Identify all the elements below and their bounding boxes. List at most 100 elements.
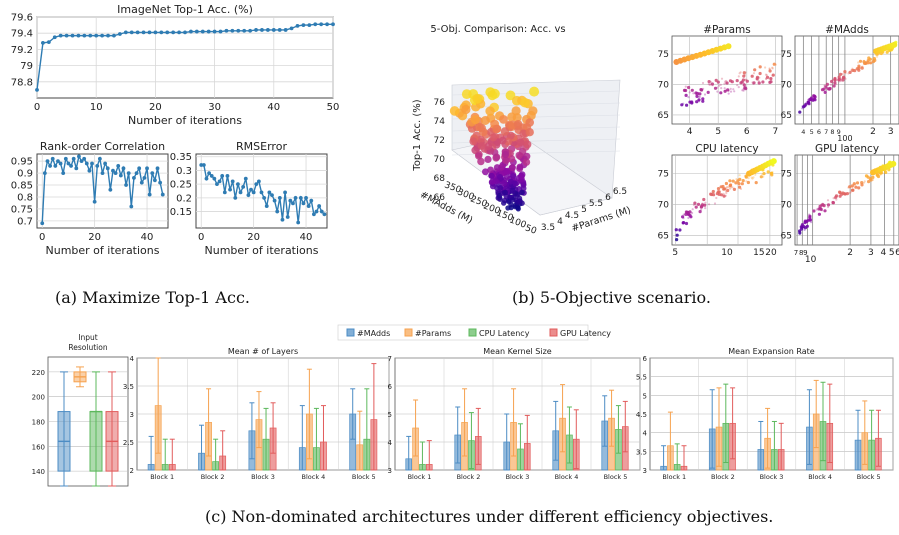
cpu-point [752, 176, 755, 179]
params-point [697, 98, 701, 102]
gpu-point [849, 191, 852, 194]
top1-point [58, 33, 63, 38]
cpu-point [682, 213, 685, 216]
gpu-panel: 65 70 75 7 8 910 2 3 4 5 6 GPU latency [781, 143, 899, 265]
params-point [723, 89, 727, 93]
cpu-ytick-label: 70 [658, 201, 670, 211]
rank-point [71, 156, 76, 161]
rmse-point [246, 193, 251, 198]
scatter3d-point [449, 106, 460, 116]
params-point [718, 84, 721, 87]
gpu-point [834, 195, 838, 199]
cpu-point [724, 194, 727, 197]
cpu-point [766, 170, 770, 174]
rmse-point [209, 174, 214, 178]
madds-front-point [891, 41, 898, 48]
params-point [719, 91, 723, 95]
params-point [743, 86, 747, 90]
scatter3d-point [502, 189, 509, 196]
cpu-point [739, 187, 743, 190]
expansion-ytick-label: 3 [643, 467, 647, 475]
top1-point [230, 28, 235, 33]
rank-point [50, 156, 55, 161]
cpu-title: CPU latency [695, 143, 758, 155]
top1-point [295, 24, 300, 28]
rmse-point [283, 190, 287, 195]
rmse-point [204, 176, 209, 181]
kernel-title: Mean Kernel Size [483, 347, 552, 356]
params-point [771, 67, 774, 70]
top1-xtick-label: 10 [90, 102, 103, 113]
scatter3d-point [502, 156, 510, 164]
rmse-point [306, 204, 311, 208]
params-xtick-label: 4 [687, 127, 693, 137]
madds-point [858, 59, 863, 63]
params-point [752, 82, 755, 85]
params-point [733, 90, 736, 93]
rank-point [134, 171, 139, 175]
rank-point [53, 164, 58, 168]
madds-xtick-label: 3 [888, 127, 894, 137]
scatter3d-point [484, 142, 493, 151]
cpu-point [770, 171, 774, 175]
top1-xtick-label: 40 [267, 102, 280, 113]
rmse-point [243, 176, 248, 181]
params-ytick-label: 75 [658, 50, 669, 60]
rank-point [97, 156, 102, 161]
cpu-point [675, 233, 679, 237]
legend-swatch [549, 328, 558, 337]
madds-xtick-label: 4 [801, 128, 805, 136]
params-point [701, 99, 705, 103]
top1-point [313, 22, 318, 27]
gpu-point [860, 183, 864, 187]
top1-point [277, 28, 282, 32]
scatter3d-point [484, 155, 492, 163]
cpu-point [694, 205, 698, 209]
scatter3d-xtick-label: 6 [605, 193, 611, 203]
rmse-point [254, 182, 259, 187]
rmse-point [241, 184, 246, 189]
top1-ytick-label: 78.8 [11, 77, 33, 88]
scatter3d-point [528, 106, 538, 116]
resolution-ytick-label: 200 [32, 394, 45, 402]
cpu-frame [671, 154, 783, 246]
madds-ytick-label: 65 [781, 111, 792, 121]
rank-point [74, 166, 79, 171]
rank-point [87, 168, 92, 173]
cpu-point [710, 192, 714, 197]
params-point [716, 90, 719, 93]
madds-point [844, 77, 847, 80]
rmse-point [262, 195, 267, 200]
madds-point [833, 81, 837, 85]
scatter3d-point [497, 174, 504, 181]
rank-point [129, 204, 134, 209]
gpu-point [798, 233, 801, 236]
top1-point [106, 33, 110, 38]
params-point [727, 92, 730, 95]
scatter3d-point [510, 187, 516, 194]
cpu-point [751, 177, 754, 180]
top1-point [331, 22, 335, 27]
rmse-point [322, 212, 327, 217]
expansion-xtick-label: Block 2 [711, 473, 735, 481]
legend-entry: GPU Latency [560, 329, 611, 338]
rank-point [63, 156, 68, 161]
resolution-ytick-label: 140 [32, 468, 45, 476]
cpu-point [684, 212, 688, 216]
madds-point [802, 105, 806, 109]
params-point [728, 79, 733, 83]
scatter3d-point [525, 118, 534, 127]
gpu-point [879, 173, 882, 176]
params-point [755, 77, 759, 81]
scatter3d-point [500, 127, 510, 136]
top1-point [52, 35, 57, 40]
rmse-point [291, 201, 295, 206]
params-point [723, 87, 726, 90]
madds-point [841, 72, 845, 76]
layers-xtick-label: Block 4 [302, 473, 326, 481]
scatter3d-point [482, 168, 489, 176]
cpu-point [711, 189, 715, 194]
params-title: #Params [703, 24, 751, 36]
scatter3d-xtick-label: 6.5 [613, 187, 627, 197]
scatter3d-xtick-label: 5 [581, 205, 587, 215]
